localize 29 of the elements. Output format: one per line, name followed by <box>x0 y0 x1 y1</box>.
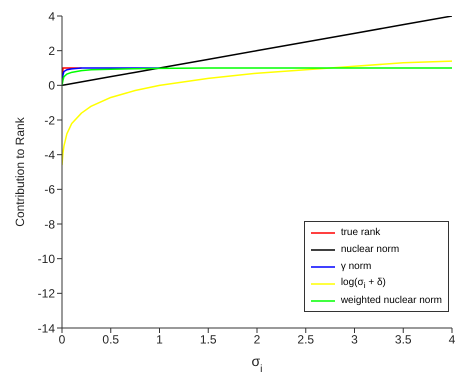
legend-label: log(σ$_{i}$ + δ) <box>340 277 386 290</box>
x-tick-label: 0.5 <box>102 332 120 347</box>
x-tick-label: 4 <box>448 332 456 347</box>
x-tick-label: 0 <box>58 332 66 347</box>
x-tick-label: 1.5 <box>200 332 217 347</box>
y-tick-label: -8 <box>44 217 56 232</box>
x-tick-label: 3.5 <box>394 332 412 347</box>
y-tick-label: -6 <box>44 182 56 197</box>
y-tick-label: 4 <box>48 9 56 24</box>
y-tick-label: 2 <box>48 44 56 58</box>
y-tick-label: -4 <box>44 148 56 162</box>
line-series <box>62 60 452 166</box>
x-tick-label: 2 <box>254 332 261 347</box>
y-tick-label: 0 <box>48 78 56 93</box>
y-tick-label: -12 <box>38 286 56 301</box>
legend-label: true rank <box>340 227 380 238</box>
x-tick-label: 3 <box>351 332 358 347</box>
y-tick-label: -14 <box>38 321 56 336</box>
y-axis-title: Contribution to Rank <box>13 116 27 227</box>
y-tick-label: -10 <box>38 252 56 266</box>
line-series <box>62 16 452 86</box>
x-axis-title: σ$_{i}$ <box>252 353 262 375</box>
y-tick-label: -2 <box>44 113 56 128</box>
line-series <box>62 67 452 86</box>
x-tick-label: 1 <box>156 332 164 347</box>
legend-label: γ norm <box>340 261 372 272</box>
legend-label: weighted nuclear norm <box>340 295 442 306</box>
x-tick-label: 2.5 <box>297 332 314 347</box>
legend-label: nuclear norm <box>340 244 400 255</box>
